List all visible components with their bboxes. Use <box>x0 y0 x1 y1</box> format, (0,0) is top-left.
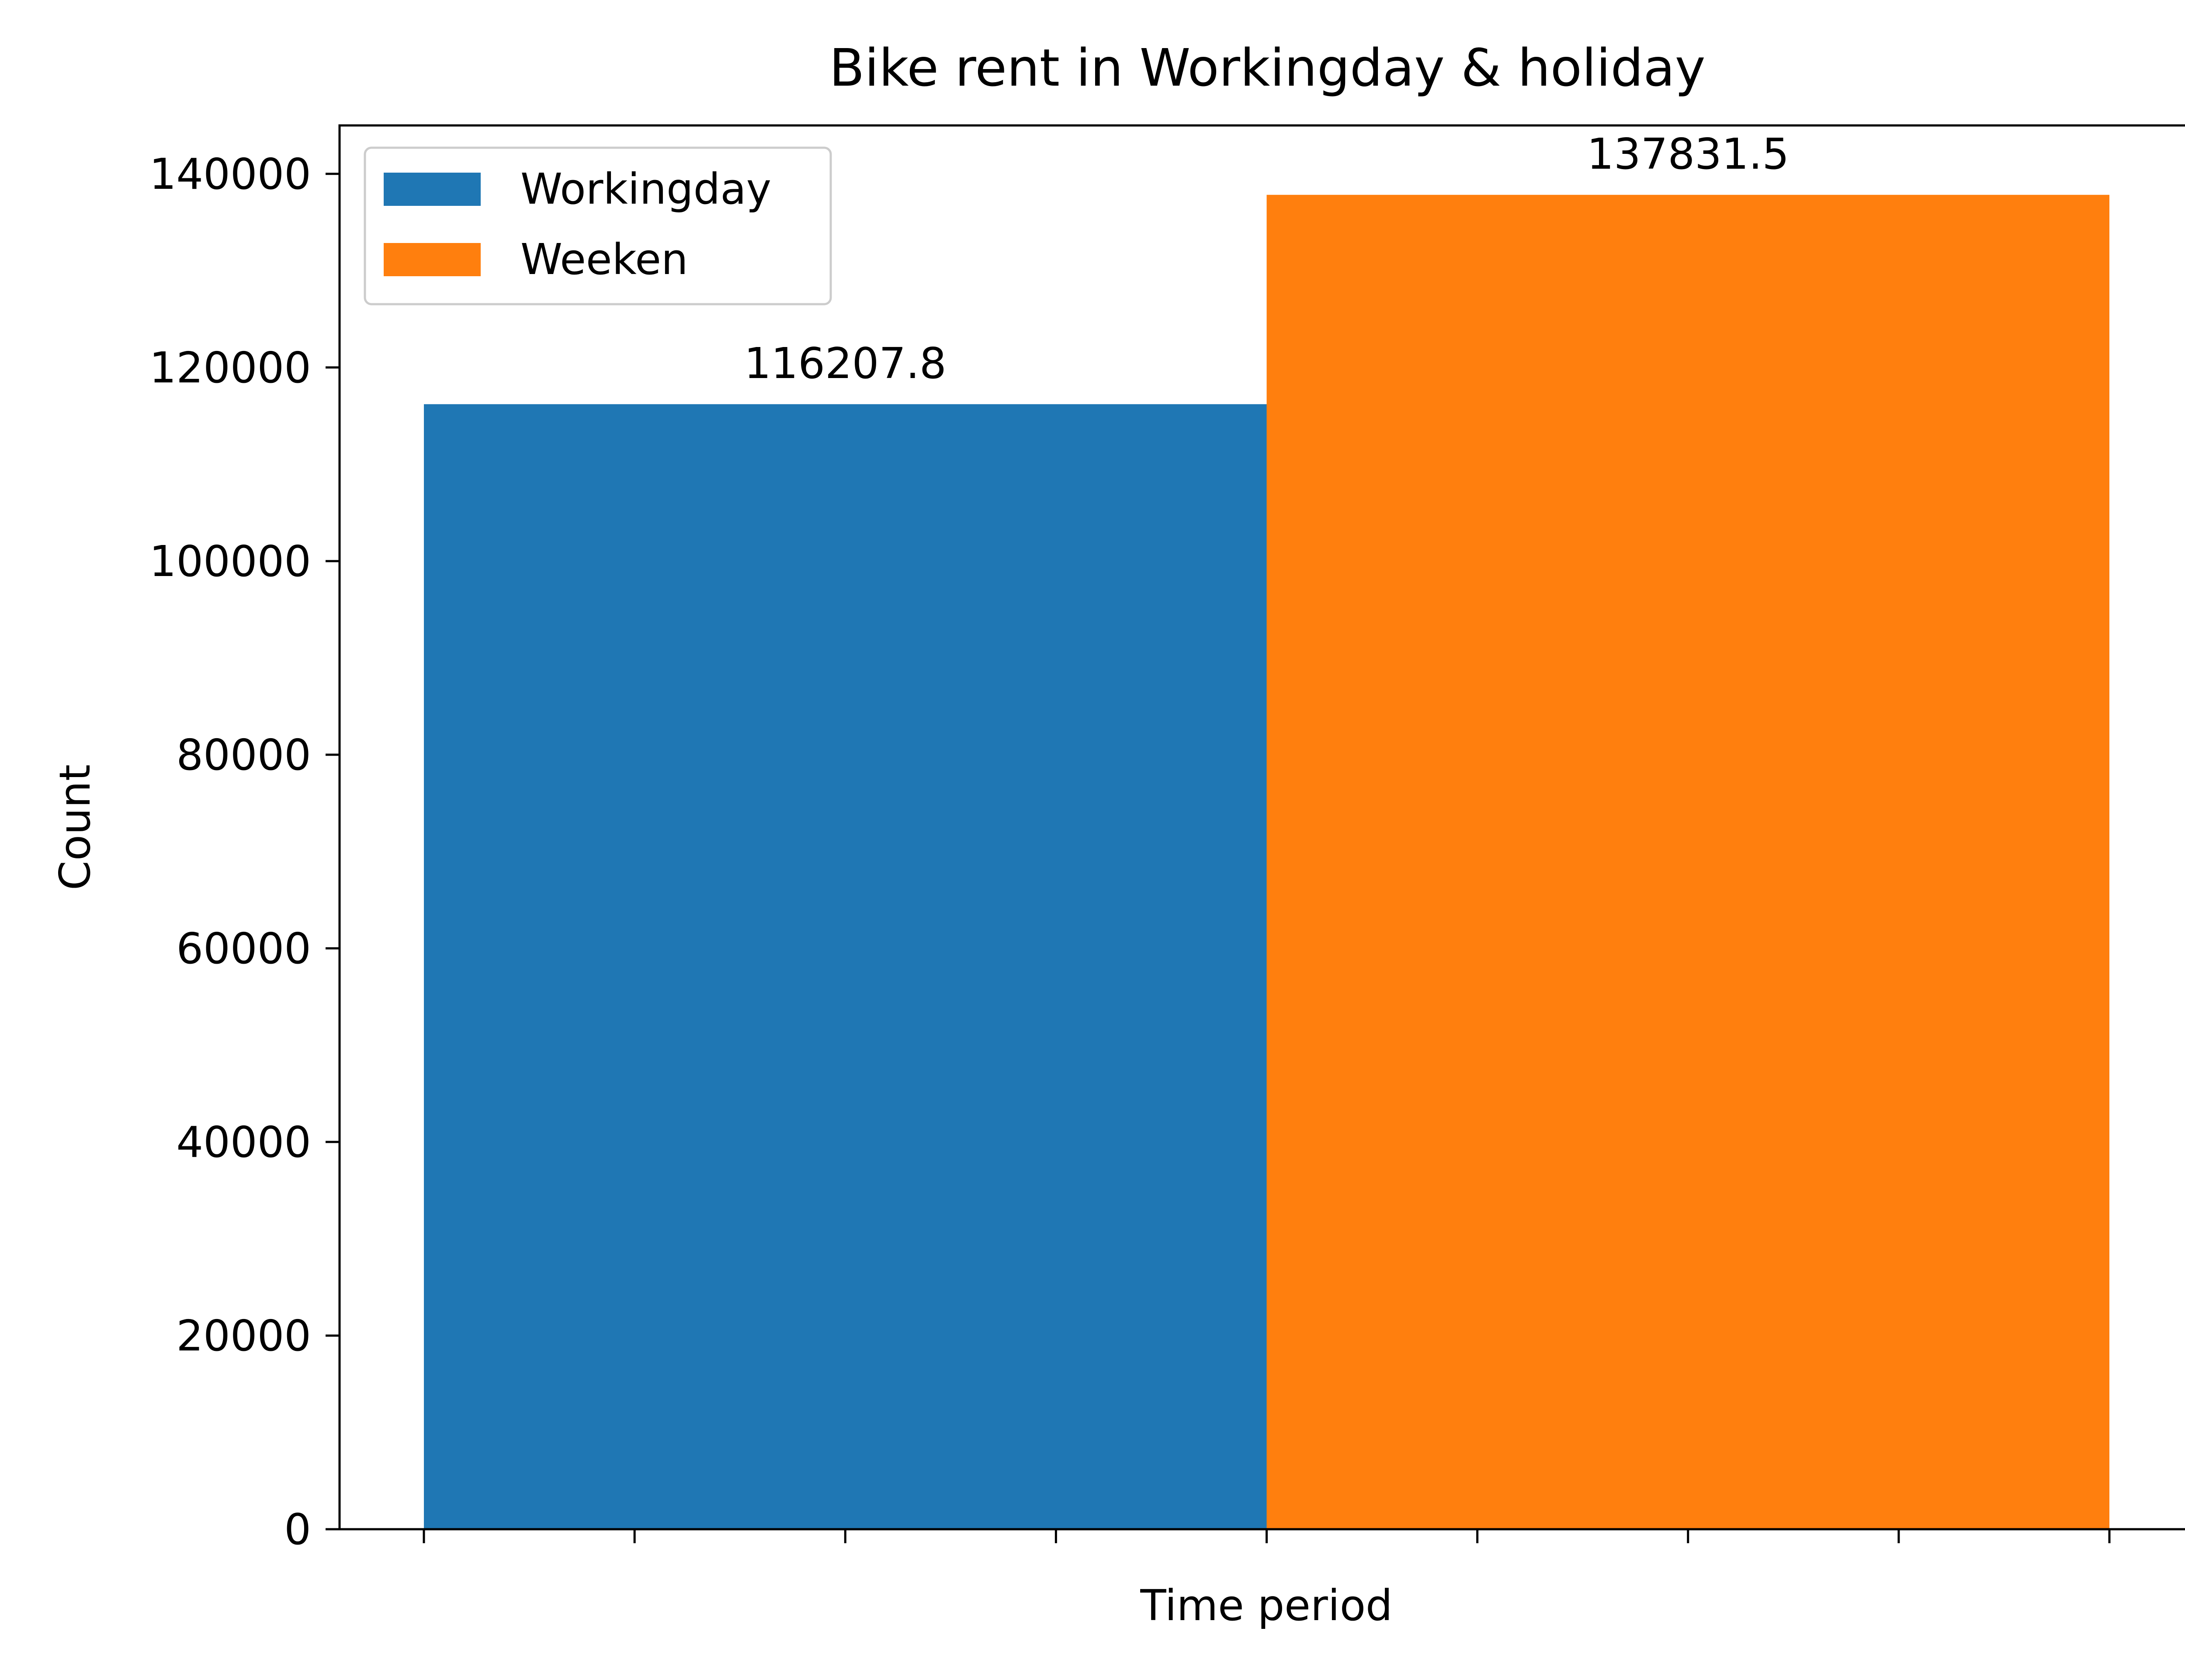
y-tick-label: 120000 <box>149 343 311 392</box>
bar-weeken <box>1266 194 2109 1529</box>
y-tick-label: 0 <box>284 1505 311 1554</box>
y-tick-label: 140000 <box>149 149 311 199</box>
legend-swatch-weeken <box>384 243 481 276</box>
legend-box <box>364 146 832 305</box>
value-labels-layer: 116207.8 137831.5 <box>744 129 1789 388</box>
bar-workingday <box>424 404 1267 1529</box>
bars-layer <box>424 194 2109 1529</box>
y-tick-label: 40000 <box>176 1118 311 1167</box>
bar-value-label-workingday: 116207.8 <box>744 339 947 388</box>
y-tick-label: 80000 <box>176 730 311 780</box>
legend: Workingday Weeken <box>364 146 832 305</box>
y-tick-label: 20000 <box>176 1311 311 1361</box>
y-axis: 0 20000 40000 60000 80000 100000 120000 140000 <box>149 149 340 1554</box>
y-axis-label: Count <box>50 764 100 890</box>
y-tick-label: 100000 <box>149 537 311 586</box>
legend-label-workingday: Workingday <box>520 164 771 214</box>
legend-swatch-workingday <box>384 173 481 206</box>
x-axis-label: Time period <box>1140 1581 1392 1630</box>
x-axis <box>423 1529 2111 1543</box>
bar-value-label-weeken: 137831.5 <box>1587 129 1789 179</box>
y-tick-label: 60000 <box>176 924 311 973</box>
chart-title: Bike rent in Workingday & holiday <box>829 38 1705 98</box>
legend-label-weeken: Weeken <box>520 235 688 284</box>
